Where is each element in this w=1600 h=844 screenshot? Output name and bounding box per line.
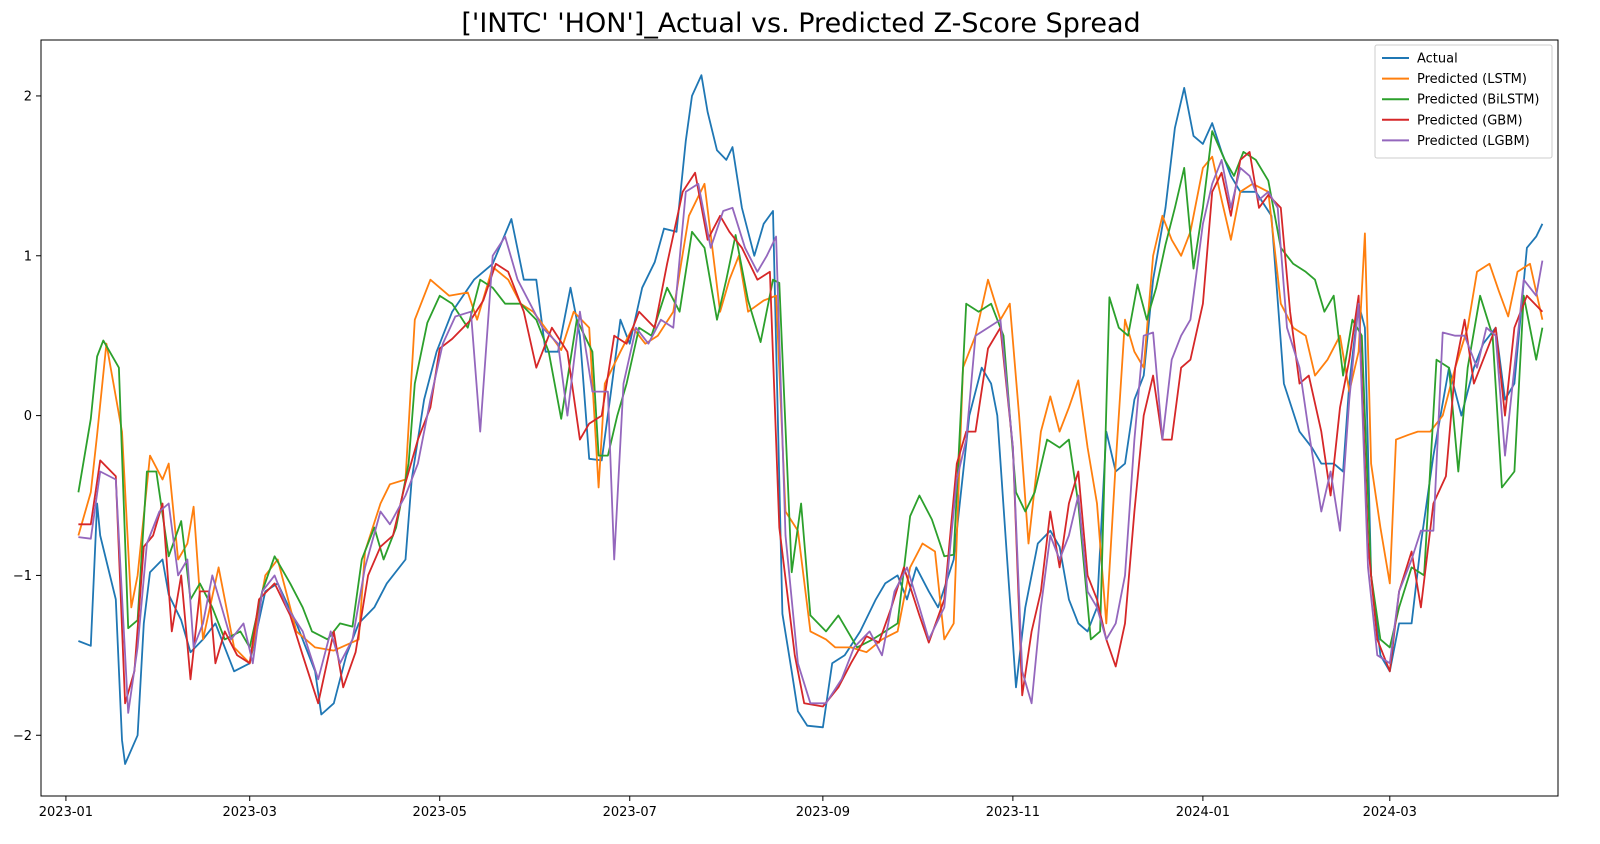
chart-title: ['INTC' 'HON']_Actual vs. Predicted Z-Sc… <box>461 8 1140 39</box>
series-line-3 <box>78 151 1544 708</box>
x-tick-label: 2023-09 <box>796 805 850 820</box>
y-axis: −2 −1 0 1 2 <box>13 89 41 744</box>
legend-label: Actual <box>1417 52 1458 67</box>
series-line-1 <box>77 155 1544 665</box>
x-axis: 2023-01 2023-03 2023-05 2023-07 2023-09 2023-… <box>39 796 1417 820</box>
plot-area-frame <box>40 39 1559 797</box>
y-tick-label: 2 <box>24 89 32 104</box>
x-tick-label: 2023-07 <box>603 805 657 820</box>
y-tick-label: −2 <box>13 729 32 744</box>
legend-box <box>1374 44 1553 159</box>
series-layer <box>77 74 1544 765</box>
x-tick-label: 2023-03 <box>223 805 277 820</box>
legend-label: Predicted (LSTM) <box>1417 72 1527 87</box>
x-tick-label: 2023-01 <box>39 805 93 820</box>
legend-label: Predicted (LGBM) <box>1417 134 1530 149</box>
legend: Actual Predicted (LSTM) Predicted (BiLSTM)… <box>1374 44 1553 159</box>
x-tick-label: 2024-03 <box>1363 805 1417 820</box>
legend-label: Predicted (GBM) <box>1417 113 1523 128</box>
y-tick-label: 0 <box>24 409 32 424</box>
x-tick-label: 2023-05 <box>413 805 467 820</box>
x-tick-label: 2023-11 <box>986 805 1040 820</box>
y-tick-label: 1 <box>24 249 32 264</box>
x-tick-label: 2024-01 <box>1176 805 1230 820</box>
series-line-0 <box>78 74 1544 765</box>
y-tick-label: −1 <box>13 569 32 584</box>
series-line-4 <box>78 159 1544 714</box>
series-line-2 <box>77 130 1544 649</box>
legend-label: Predicted (BiLSTM) <box>1417 93 1539 108</box>
